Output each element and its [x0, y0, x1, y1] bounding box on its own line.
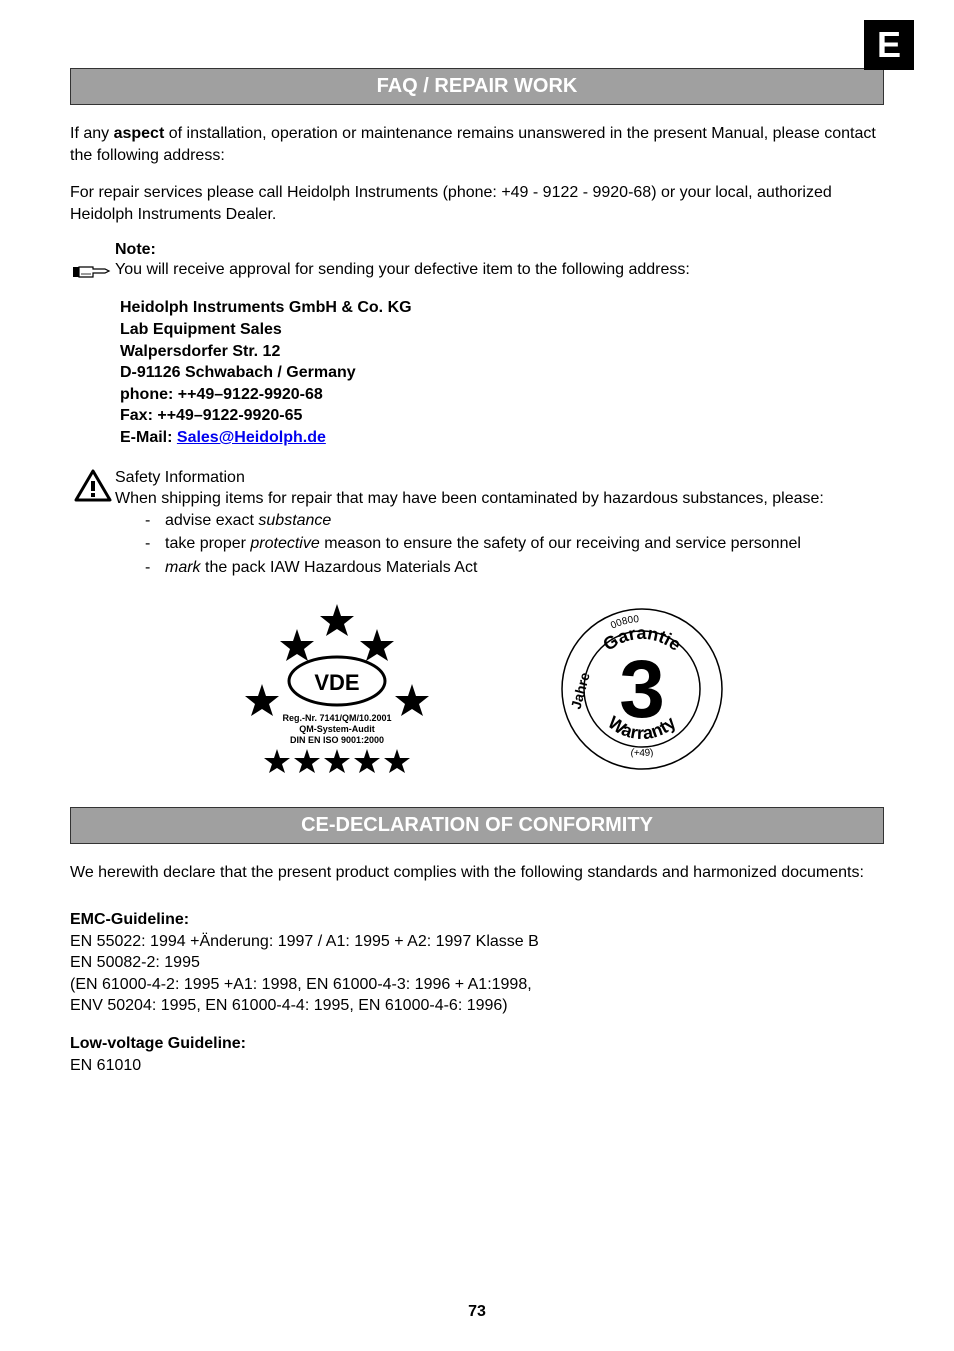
text: the pack IAW Hazardous Materials Act [201, 559, 478, 576]
emc-line: ENV 50204: 1995, EN 61000-4-4: 1995, EN … [70, 995, 884, 1017]
emc-line: EN 55022: 1994 +Änderung: 1997 / A1: 199… [70, 931, 884, 953]
vde-logo: VDE Reg.-Nr. 7141/QM/10.2001 QM-System-A… [227, 599, 447, 779]
safety-list: advise exact substance take proper prote… [115, 510, 884, 581]
address-line: Heidolph Instruments GmbH & Co. KG [120, 297, 884, 319]
faq-header: FAQ / REPAIR WORK [70, 68, 884, 105]
emc-title: EMC-Guideline: [70, 909, 884, 931]
note-title: Note: [115, 241, 884, 259]
email-prefix: E-Mail: [120, 429, 177, 446]
text-bold: aspect [114, 125, 165, 142]
ce-para: We herewith declare that the present pro… [70, 862, 884, 884]
emc-line: (EN 61000-4-2: 1995 +A1: 1998, EN 61000-… [70, 974, 884, 996]
faq-para1: If any aspect of installation, operation… [70, 123, 884, 166]
lv-block: Low-voltage Guideline: EN 61010 [70, 1033, 884, 1076]
text: If any [70, 125, 114, 142]
address-line: Walpersdorfer Str. 12 [120, 341, 884, 363]
svg-text:QM-System-Audit: QM-System-Audit [299, 724, 375, 734]
page-number: 73 [0, 1303, 954, 1321]
text-italic: protective [250, 535, 319, 552]
warning-icon [70, 467, 115, 503]
email-link[interactable]: Sales@Heidolph.de [177, 429, 326, 446]
text-italic: substance [258, 512, 331, 529]
faq-para2: For repair services please call Heidolph… [70, 182, 884, 225]
text: meason to ensure the safety of our recei… [320, 535, 801, 552]
list-item: mark the pack IAW Hazardous Materials Ac… [145, 557, 884, 581]
safety-intro: When shipping items for repair that may … [115, 488, 884, 510]
text: advise exact [165, 512, 258, 529]
safety-content: Safety Information When shipping items f… [115, 467, 884, 581]
emc-block: EMC-Guideline: EN 55022: 1994 +Änderung:… [70, 909, 884, 1017]
svg-text:DIN EN ISO 9001:2000: DIN EN ISO 9001:2000 [290, 735, 384, 745]
address-line: D-91126 Schwabach / Germany [120, 362, 884, 384]
note-block: Note: You will receive approval for send… [70, 241, 884, 283]
address-block: Heidolph Instruments GmbH & Co. KG Lab E… [120, 297, 884, 448]
logos-row: VDE Reg.-Nr. 7141/QM/10.2001 QM-System-A… [70, 599, 884, 779]
svg-text:3: 3 [619, 644, 665, 735]
safety-title: Safety Information [115, 467, 884, 489]
lv-line: EN 61010 [70, 1055, 884, 1077]
note-text: You will receive approval for sending yo… [115, 259, 884, 281]
text-italic: mark [165, 559, 201, 576]
text: take proper [165, 535, 250, 552]
list-item: take proper protective meason to ensure … [145, 533, 884, 557]
safety-block: Safety Information When shipping items f… [70, 467, 884, 581]
language-badge: E [864, 20, 914, 70]
address-line: E-Mail: Sales@Heidolph.de [120, 427, 884, 449]
emc-line: EN 50082-2: 1995 [70, 952, 884, 974]
text: of installation, operation or maintenanc… [70, 125, 876, 164]
pointing-hand-icon [70, 241, 115, 283]
ce-header: CE-DECLARATION OF CONFORMITY [70, 807, 884, 844]
address-line: Fax: ++49–9122-9920-65 [120, 405, 884, 427]
address-line: phone: ++49–9122-9920-68 [120, 384, 884, 406]
note-content: Note: You will receive approval for send… [115, 241, 884, 281]
warranty-logo: Garantie Warranty 00800 (+49) Jahre 3 [557, 604, 727, 774]
address-line: Lab Equipment Sales [120, 319, 884, 341]
list-item: advise exact substance [145, 510, 884, 534]
svg-text:VDE: VDE [314, 670, 359, 695]
svg-text:Reg.-Nr. 7141/QM/10.2001: Reg.-Nr. 7141/QM/10.2001 [282, 713, 391, 723]
lv-title: Low-voltage Guideline: [70, 1033, 884, 1055]
